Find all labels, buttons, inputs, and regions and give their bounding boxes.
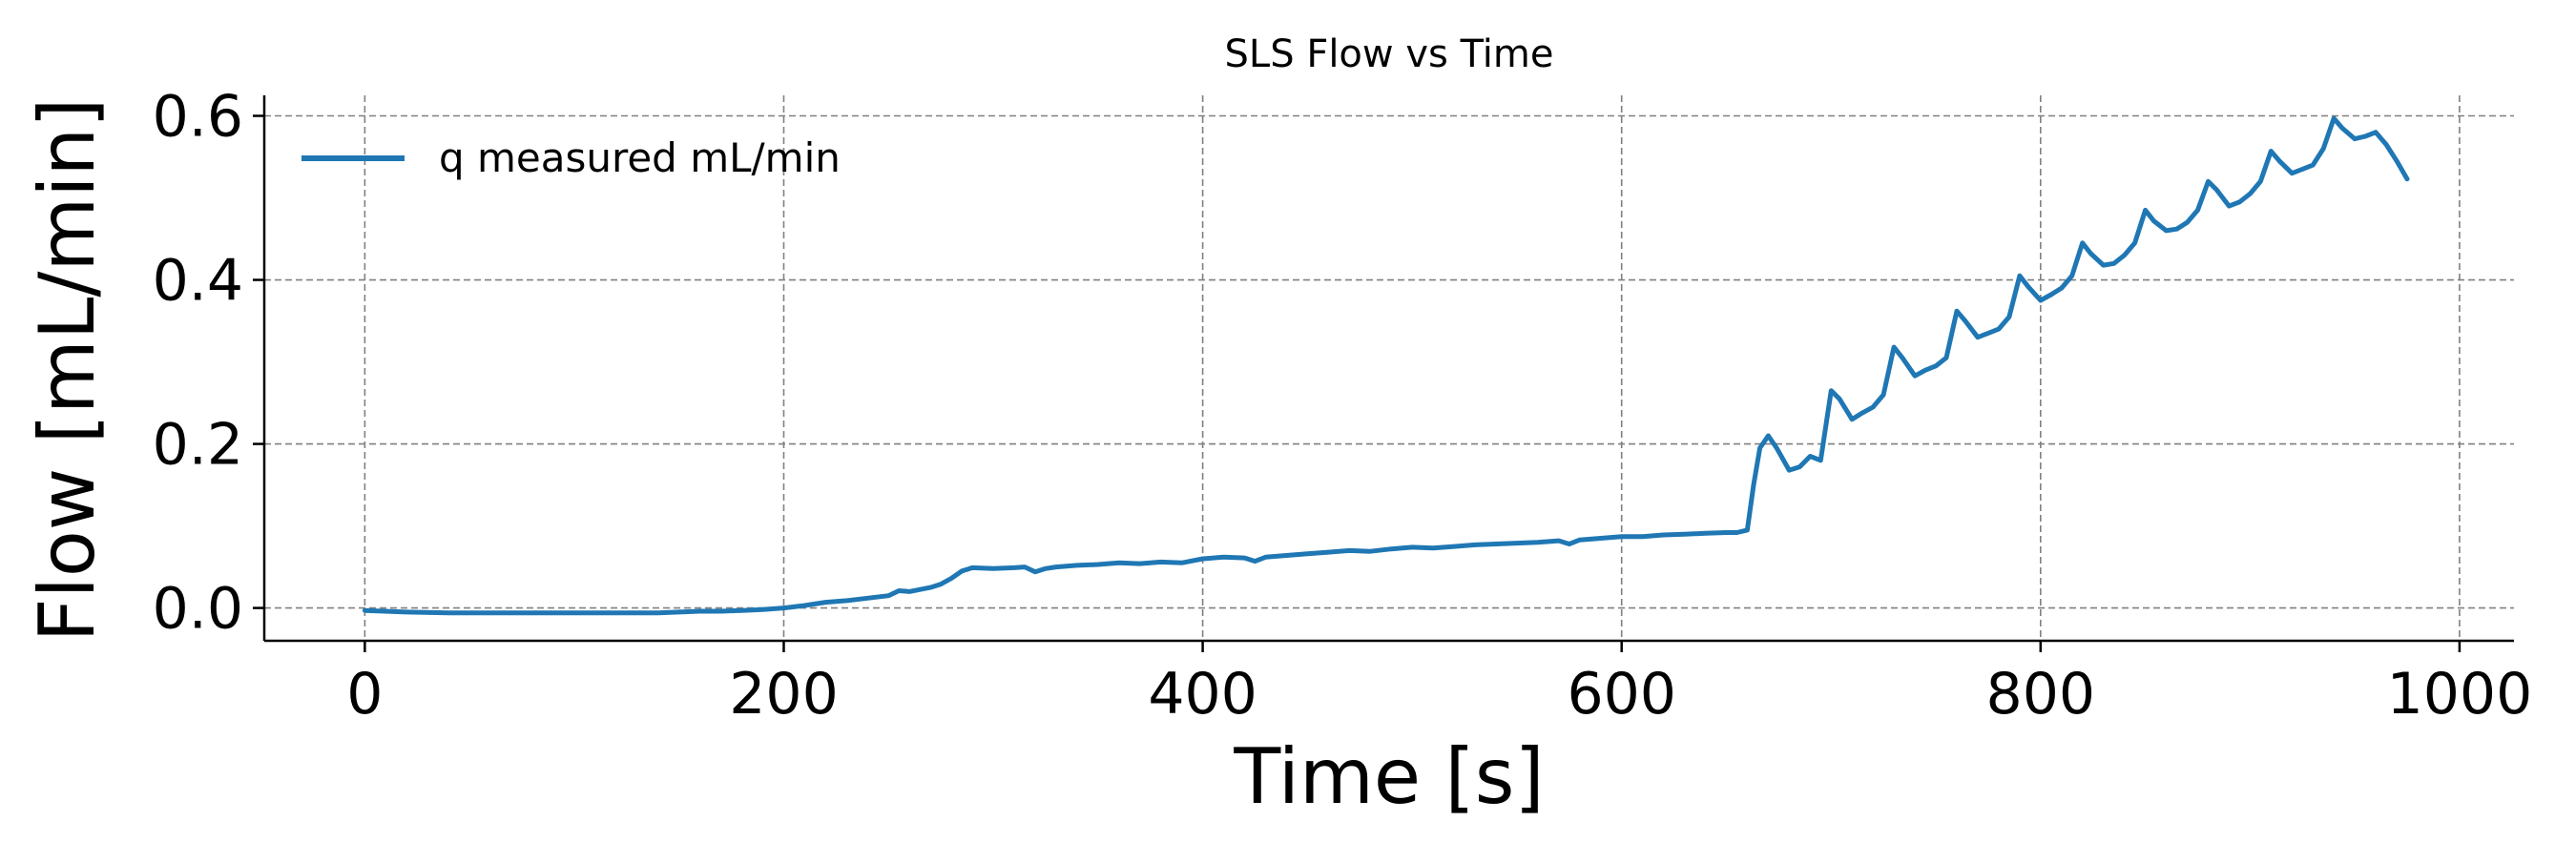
legend-entry-label: q measured mL/min	[439, 134, 841, 181]
y-tick-label: 0.2	[153, 412, 243, 479]
x-axis-label: Time [s]	[1233, 732, 1544, 821]
series-lines	[362, 115, 2410, 616]
x-tick-label: 800	[1986, 661, 2096, 728]
y-tick-label: 0.0	[153, 576, 243, 643]
x-tick-label: 0	[346, 661, 383, 728]
series-line	[362, 115, 2410, 616]
y-tick-label: 0.6	[153, 84, 243, 151]
axes	[253, 95, 2514, 652]
x-tick-label: 1000	[2387, 661, 2533, 728]
x-tick-label: 600	[1567, 661, 1676, 728]
x-tick-label: 200	[729, 661, 839, 728]
grid-lines	[264, 95, 2514, 641]
y-axis-label: Flow [mL/min]	[23, 98, 112, 643]
x-tick-label: 400	[1148, 661, 1257, 728]
chart-title: SLS Flow vs Time	[1225, 32, 1554, 76]
y-tick-label: 0.4	[153, 248, 243, 315]
tick-labels: 0 200 400 600 800 1000 0.0 0.2 0.4 0.6	[153, 84, 2533, 728]
legend: q measured mL/min	[301, 134, 841, 181]
